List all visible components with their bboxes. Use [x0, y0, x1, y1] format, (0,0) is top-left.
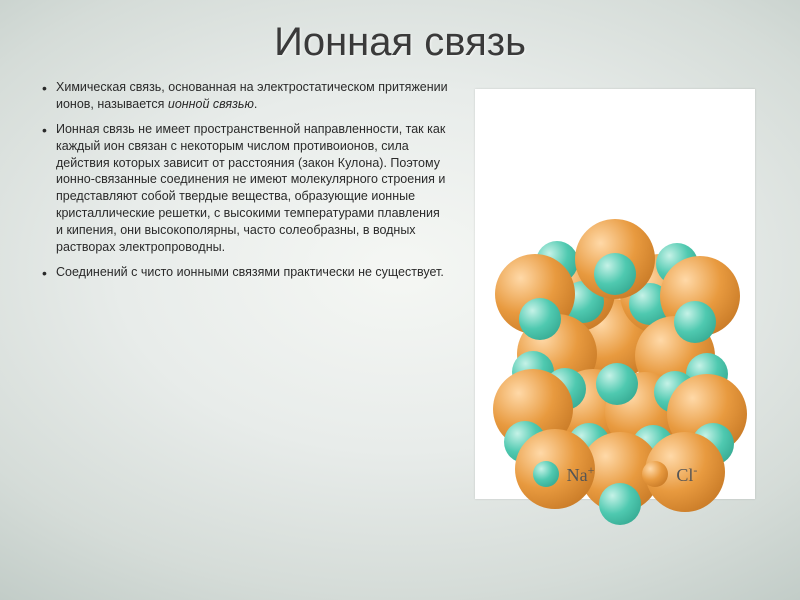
na-atom-icon [594, 253, 636, 295]
na-atom-icon [599, 483, 641, 525]
sphere-icon [533, 461, 559, 487]
image-column: Na+ Cl- [470, 79, 760, 499]
bullet-list: Химическая связь, основанная на электрос… [40, 79, 450, 281]
page-title: Ионная связь [40, 20, 760, 65]
text-column: Химическая связь, основанная на электрос… [40, 79, 450, 499]
bullet-item: Химическая связь, основанная на электрос… [56, 79, 450, 113]
ionic-lattice-diagram: Na+ Cl- [475, 89, 755, 499]
sphere-icon [642, 461, 668, 487]
bullet-item: Ионная связь не имеет пространственной н… [56, 121, 450, 256]
content-row: Химическая связь, основанная на электрос… [40, 79, 760, 499]
bullet-item: Соединений с чисто ионными связями практ… [56, 264, 450, 281]
na-atom-icon [596, 363, 638, 405]
legend-na-label: Na+ [567, 463, 595, 486]
legend-na: Na+ [533, 461, 595, 487]
na-atom-icon [674, 301, 716, 343]
legend-cl-label: Cl- [676, 463, 697, 486]
legend-cl: Cl- [642, 461, 697, 487]
legend: Na+ Cl- [475, 461, 755, 487]
na-atom-icon [519, 298, 561, 340]
